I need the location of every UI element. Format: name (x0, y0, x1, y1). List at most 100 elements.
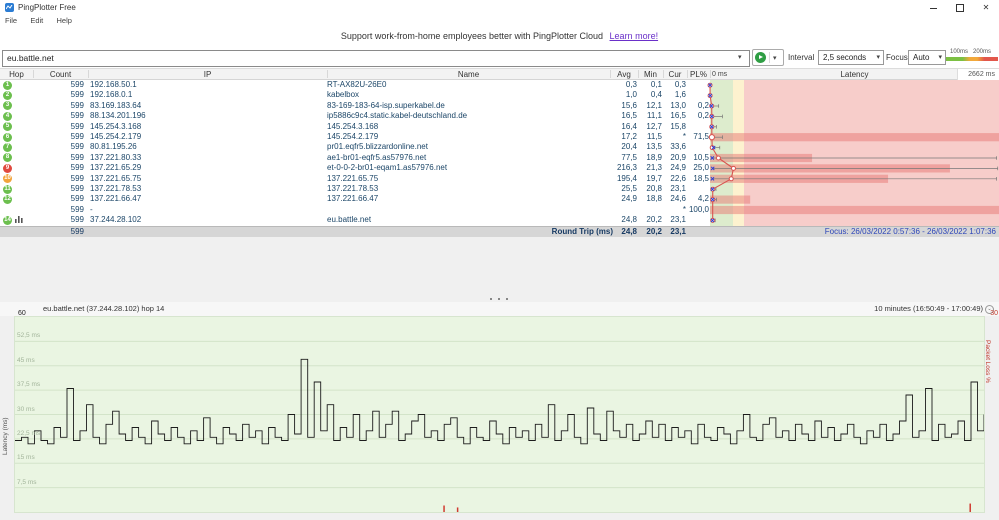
col-name: Name (457, 70, 480, 79)
table-row[interactable]: 9 599 137.221.65.29 et-0-0-2-br01-eqam1.as5… (0, 163, 999, 174)
cell-min: 11,5 (647, 132, 662, 141)
legend-gradient-bar (946, 57, 998, 61)
target-input[interactable] (2, 50, 750, 67)
timeline-range-dropdown-icon[interactable]: ⌄ (985, 305, 994, 314)
cell-min: 18,8 (646, 194, 662, 204)
col-count: Count (49, 70, 72, 79)
y-axis-max-loss: 30 (990, 310, 998, 317)
cell-cur: 24,9 (670, 163, 686, 173)
learn-more-link[interactable]: Learn more! (609, 31, 659, 41)
focus-select[interactable]: Auto ▾ (908, 50, 946, 65)
cell-avg: 24,8 (621, 215, 637, 225)
app-icon (5, 3, 14, 12)
maximize-icon[interactable] (947, 0, 973, 15)
play-button[interactable] (755, 52, 766, 63)
cell-count: 599 (70, 90, 84, 100)
chevron-down-icon: ▾ (876, 54, 880, 61)
start-trace-group: ▾ (752, 49, 784, 66)
table-row[interactable]: 10 599 137.221.65.75 137.221.65.75 195,4 19,7… (0, 173, 999, 184)
cell-ip: 192.168.0.1 (90, 90, 133, 100)
latency-color-legend: 100ms 200ms (946, 49, 998, 65)
gridline-label: 15 ms (17, 454, 35, 462)
table-row[interactable]: 14 599 37.244.28.102 eu.battle.net 24,8 20,2 2… (0, 215, 999, 226)
cell-name: kabelbox (327, 90, 360, 100)
table-row[interactable]: 3 599 83.169.183.64 83-169-183-64-isp.super… (0, 100, 999, 112)
round-trip-row: 599 Round Trip (ms) 24,8 20,2 23,1 Focus… (0, 226, 999, 237)
timeline-plot[interactable] (14, 316, 985, 513)
hop-badge: 4 (3, 111, 12, 121)
latency-zone-background (710, 121, 999, 132)
latency-zone-background (710, 132, 999, 143)
table-row[interactable]: 599- * 100,0 (0, 204, 999, 216)
cell-count: 599 (70, 132, 84, 141)
latency-axis-label: Latency (ms) (2, 417, 9, 455)
latency-trace-line (15, 358, 985, 445)
cell-avg: 20,4 (621, 142, 637, 152)
table-row[interactable]: 11 599 137.221.78.53 137.221.78.53 25,5 20,8 2… (0, 184, 999, 195)
table-row[interactable]: 7 599 80.81.195.26 pr01.eqfr5.blizzardonlin… (0, 142, 999, 153)
cell-count: 599 (70, 215, 84, 225)
cell-packet-loss: 0,2 (697, 111, 709, 121)
col-avg: Avg (617, 70, 631, 79)
round-trip-label: Round Trip (ms) (551, 227, 613, 236)
menu-file[interactable]: File (5, 16, 18, 25)
cell-avg: 77,5 (621, 152, 637, 162)
menu-help[interactable]: Help (56, 16, 72, 25)
cell-ip: 137.221.65.75 (90, 173, 142, 183)
cell-count: 599 (70, 152, 84, 162)
cell-ip: 137.221.65.29 (90, 163, 142, 173)
cell-cur: 16,5 (670, 111, 686, 121)
timeline-title: eu.battle.net (37.244.28.102) hop 14 (43, 304, 165, 313)
gridline-label: 7,5 ms (17, 478, 37, 486)
table-row[interactable]: 1 599 192.168.50.1 RT-AX82U-26E0 0,3 0,1 0,3 (0, 80, 999, 91)
table-row[interactable]: 12 599 137.221.66.47 137.221.66.47 24,9 18,8 2… (0, 194, 999, 205)
cell-ip: 192.168.50.1 (90, 80, 137, 89)
col-pl: PL% (690, 70, 707, 79)
menu-edit[interactable]: Edit (30, 16, 44, 25)
cell-name: 137.221.78.53 (327, 184, 379, 193)
interval-select[interactable]: 2,5 seconds ▾ (818, 50, 884, 65)
table-row[interactable]: 5 599 145.254.3.168 145.254.3.168 16,4 12,7 15… (0, 121, 999, 132)
minimize-icon[interactable] (921, 0, 947, 15)
bottom-strip (0, 513, 999, 520)
cell-cur: * (682, 132, 686, 141)
round-trip-min: 20,2 (646, 227, 662, 236)
table-row[interactable]: 2 599 192.168.0.1 kabelbox 1,0 0,4 1,6 (0, 90, 999, 101)
close-icon[interactable]: ✕ (982, 3, 990, 12)
cell-ip: 137.221.80.33 (90, 152, 142, 162)
table-row[interactable]: 6 599 145.254.2.179 145.254.2.179 17,2 11,5 * 7… (0, 132, 999, 143)
cell-packet-loss: 71,5 (693, 132, 709, 141)
table-row[interactable]: 8 599 137.221.80.33 ae1-br01-eqfr5.as57976.… (0, 152, 999, 164)
play-dropdown-icon[interactable]: ▾ (773, 55, 777, 62)
col-hop: Hop (9, 70, 24, 79)
cell-avg: 17,2 (621, 132, 637, 141)
timeline-header: eu.battle.net (37.244.28.102) hop 14 10 … (0, 302, 999, 316)
round-trip-cur: 23,1 (670, 227, 686, 236)
cell-cur: 23,1 (670, 184, 686, 193)
cell-name: 137.221.65.75 (327, 173, 379, 183)
hop-badge: 9 (3, 163, 12, 173)
cell-packet-loss: 18,5 (693, 173, 709, 183)
cell-packet-loss: 0,2 (697, 100, 709, 110)
cell-count: 599 (70, 80, 84, 89)
latency-zone-background (710, 204, 999, 216)
cell-name: 145.254.2.179 (327, 132, 379, 141)
table-row[interactable]: 4 599 88.134.201.196 ip5886c9c4.static.kabe… (0, 111, 999, 122)
cell-cur: 24,6 (670, 194, 686, 204)
timeline-graph-svg (15, 340, 985, 512)
target-dropdown-icon[interactable]: ▾ (738, 54, 742, 61)
timeline-range-label[interactable]: 10 minutes (16:50:49 - 17:00:49) (874, 304, 983, 313)
latency-zone-background (710, 163, 999, 174)
interval-label: Interval (788, 53, 815, 62)
cell-min: 11,1 (647, 111, 662, 121)
cell-cur: 23,1 (670, 215, 686, 225)
splitter-handle[interactable] (488, 297, 512, 301)
cell-min: 0,4 (650, 90, 662, 100)
hop-badge: 2 (3, 91, 12, 101)
cell-min: 18,9 (646, 152, 662, 162)
cell-avg: 16,4 (621, 121, 637, 131)
window-title: PingPlotter Free (18, 3, 76, 12)
legend-100ms: 100ms (950, 49, 969, 55)
cell-name: pr01.eqfr5.blizzardonline.net (327, 142, 428, 152)
